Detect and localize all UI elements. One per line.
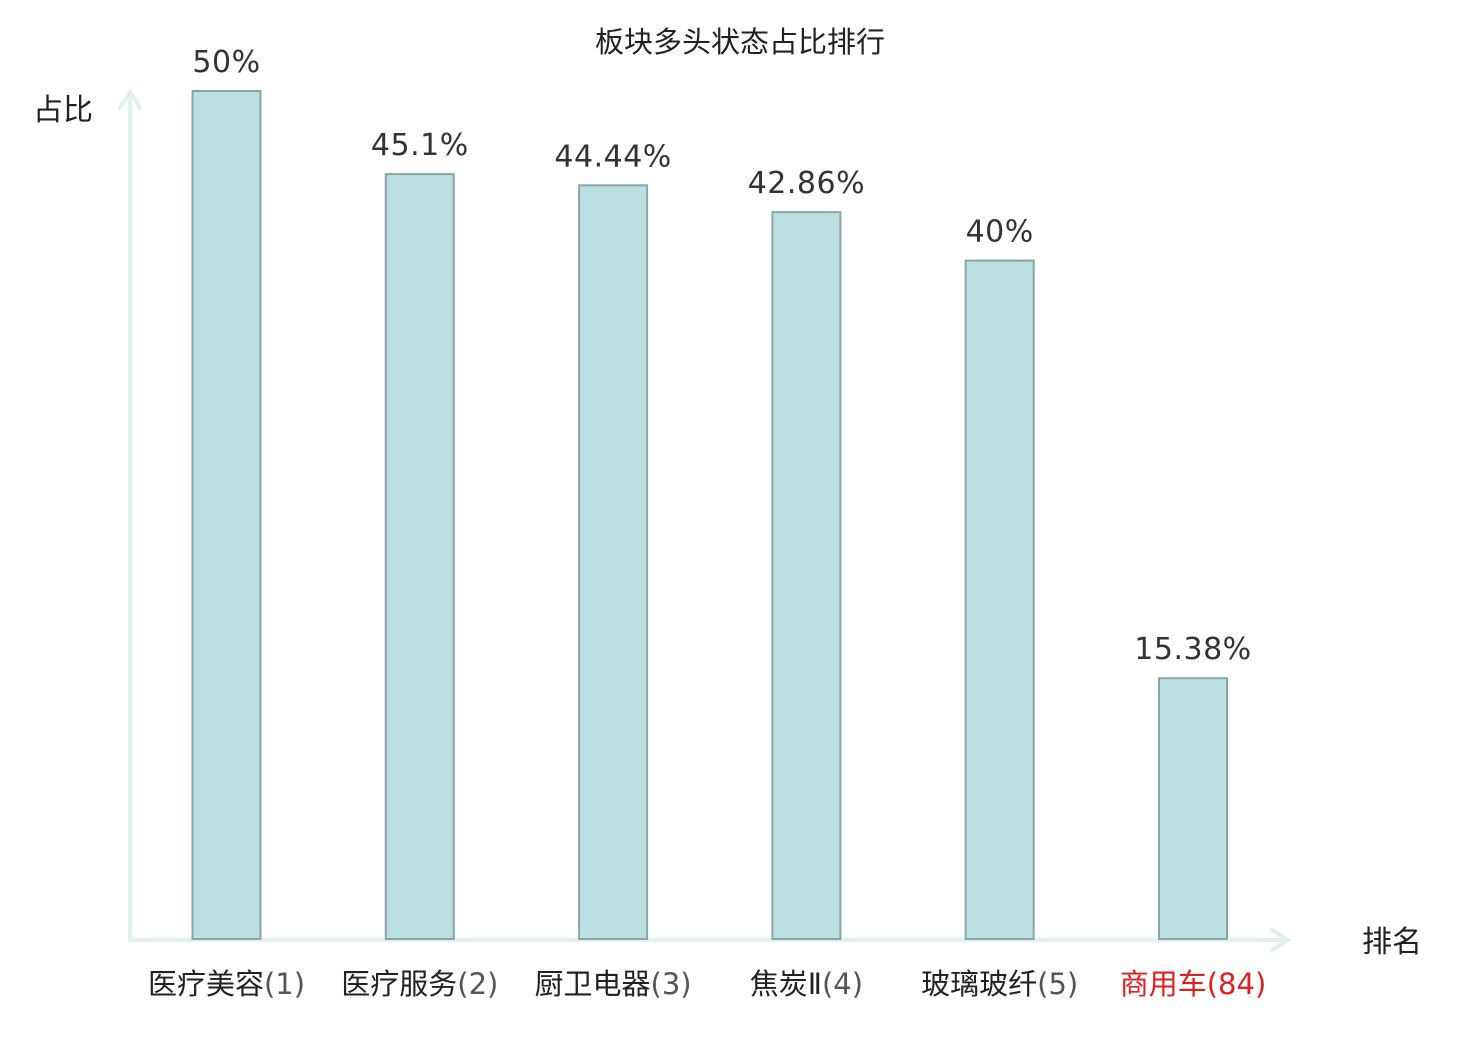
bar <box>1158 677 1228 940</box>
category-labels: 医疗美容(1) 医疗服务(2) 厨卫电器(3) 焦炭Ⅱ(4) 玻璃玻纤(5) 商用车(84… <box>148 967 1266 1001</box>
bar <box>384 173 455 941</box>
category-label: 玻璃玻纤(5) <box>921 967 1078 1001</box>
category-label: 焦炭Ⅱ(4) <box>750 967 863 1001</box>
value-labels: 50% 45.1% 44.44% 42.86% 40% 15.38% <box>192 45 1251 667</box>
category-label: 医疗服务(2) <box>341 967 498 1001</box>
y-axis-label: 占比 <box>33 93 93 128</box>
chart-title: 板块多头状态占比排行 <box>595 25 885 59</box>
bar <box>771 211 842 941</box>
category-rank: (4) <box>822 967 863 1001</box>
category-label: 厨卫电器(3) <box>535 967 692 1001</box>
y-axis-arrow-icon <box>118 88 142 110</box>
bar-value-label: 42.86% <box>748 166 865 201</box>
bar-value-label: 15.38% <box>1134 632 1251 667</box>
category-name: 商用车 <box>1120 967 1207 1001</box>
category-label: 商用车(84) <box>1120 967 1267 1001</box>
category-rank: (2) <box>457 967 498 1001</box>
category-rank: (3) <box>651 967 692 1001</box>
category-name: 医疗服务 <box>341 967 457 1001</box>
category-rank: (1) <box>264 967 305 1001</box>
category-name: 玻璃玻纤 <box>921 967 1037 1001</box>
bar <box>578 184 649 941</box>
category-rank: (5) <box>1037 967 1078 1001</box>
category-name: 医疗美容 <box>148 967 264 1001</box>
bar <box>191 90 262 940</box>
category-name: 厨卫电器 <box>535 967 651 1001</box>
category-rank: (84) <box>1207 967 1267 1001</box>
bar-value-label: 45.1% <box>371 128 469 163</box>
bars <box>191 90 1228 941</box>
bar <box>964 259 1035 941</box>
axes <box>118 88 1292 952</box>
bar-value-label: 50% <box>192 45 260 80</box>
x-axis-arrow-icon <box>1270 928 1292 952</box>
bar-value-label: 40% <box>966 215 1034 250</box>
category-label: 医疗美容(1) <box>148 967 305 1001</box>
x-axis-label: 排名 <box>1362 925 1422 960</box>
category-name: 焦炭Ⅱ <box>750 967 822 1001</box>
bar-value-label: 44.44% <box>554 139 671 174</box>
